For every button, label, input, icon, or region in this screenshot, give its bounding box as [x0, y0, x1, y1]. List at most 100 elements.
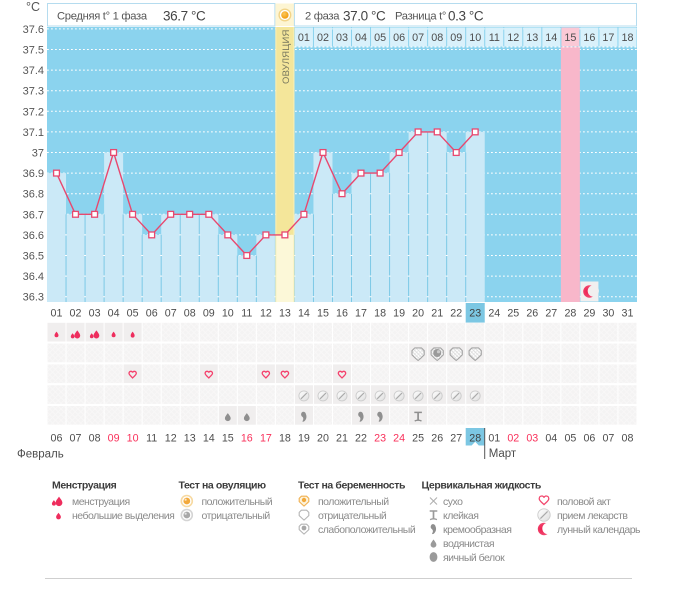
svg-text:22: 22	[450, 308, 462, 320]
svg-text:10: 10	[222, 308, 234, 320]
svg-text:10: 10	[469, 32, 481, 44]
svg-text:36.4: 36.4	[23, 271, 44, 283]
svg-text:13: 13	[279, 308, 291, 320]
svg-text:положительный: положительный	[318, 496, 389, 508]
svg-text:37.4: 37.4	[23, 65, 44, 77]
svg-text:31: 31	[622, 308, 634, 320]
svg-text:прием лекарств: прием лекарств	[557, 510, 628, 522]
svg-text:30: 30	[602, 308, 614, 320]
svg-text:20: 20	[412, 308, 424, 320]
svg-text:37.1: 37.1	[23, 127, 44, 139]
svg-text:12: 12	[507, 32, 519, 44]
svg-text:2 фаза: 2 фаза	[305, 11, 340, 23]
svg-text:22: 22	[355, 433, 367, 445]
svg-text:09: 09	[450, 32, 462, 44]
svg-text:°C: °C	[26, 0, 40, 14]
svg-text:37.5: 37.5	[23, 45, 44, 57]
svg-text:02: 02	[507, 433, 519, 445]
svg-text:половой акт: половой акт	[557, 496, 611, 508]
svg-text:11: 11	[489, 32, 500, 44]
svg-text:05: 05	[127, 308, 139, 320]
svg-text:небольшие выделения: небольшие выделения	[72, 510, 174, 522]
svg-text:16: 16	[583, 32, 595, 44]
svg-text:13: 13	[184, 433, 196, 445]
svg-text:02: 02	[317, 32, 329, 44]
svg-text:08: 08	[184, 308, 196, 320]
svg-text:19: 19	[393, 308, 405, 320]
svg-text:14: 14	[203, 433, 215, 445]
svg-text:05: 05	[374, 32, 386, 44]
svg-text:36.7 °C: 36.7 °C	[163, 9, 206, 24]
svg-text:25: 25	[412, 433, 424, 445]
svg-text:Тест на овуляцию: Тест на овуляцию	[179, 480, 267, 492]
svg-text:27: 27	[545, 308, 557, 320]
svg-text:15: 15	[317, 308, 329, 320]
svg-text:Цервикальная жидкость: Цервикальная жидкость	[422, 480, 542, 492]
svg-text:Март: Март	[489, 448, 517, 460]
svg-text:36.6: 36.6	[23, 230, 44, 242]
svg-text:11: 11	[241, 308, 252, 320]
svg-text:03: 03	[336, 32, 348, 44]
svg-text:положительный: положительный	[202, 496, 273, 508]
svg-text:04: 04	[108, 308, 120, 320]
svg-text:14: 14	[545, 32, 557, 44]
svg-text:17: 17	[602, 32, 614, 44]
svg-text:07: 07	[412, 32, 424, 44]
svg-text:14: 14	[298, 308, 310, 320]
svg-text:водянистая: водянистая	[443, 538, 494, 550]
svg-text:23: 23	[374, 433, 386, 445]
svg-text:отрицательный: отрицательный	[318, 510, 387, 522]
svg-text:05: 05	[564, 433, 576, 445]
svg-text:02: 02	[70, 308, 82, 320]
svg-text:слабоположительный: слабоположительный	[318, 524, 416, 536]
svg-text:Разница t°: Разница t°	[395, 11, 446, 23]
svg-text:25: 25	[507, 308, 519, 320]
svg-text:01: 01	[488, 433, 500, 445]
svg-text:ОВУЛЯЦИЯ: ОВУЛЯЦИЯ	[281, 29, 292, 84]
svg-text:0.3 °C: 0.3 °C	[448, 9, 484, 24]
svg-text:16: 16	[241, 433, 253, 445]
svg-text:07: 07	[165, 308, 177, 320]
svg-text:06: 06	[583, 433, 595, 445]
svg-text:15: 15	[564, 32, 576, 44]
svg-text:01: 01	[298, 32, 310, 44]
svg-text:04: 04	[355, 32, 367, 44]
svg-text:15: 15	[222, 433, 234, 445]
svg-text:29: 29	[583, 308, 595, 320]
svg-text:09: 09	[108, 433, 120, 445]
svg-text:лунный календарь: лунный календарь	[557, 524, 641, 536]
svg-text:04: 04	[545, 433, 557, 445]
svg-text:Средняя t° 1 фаза: Средняя t° 1 фаза	[57, 11, 148, 23]
svg-text:12: 12	[165, 433, 177, 445]
svg-text:03: 03	[89, 308, 101, 320]
svg-text:36.8: 36.8	[23, 189, 44, 201]
svg-text:36.7: 36.7	[23, 209, 44, 221]
svg-text:24: 24	[393, 433, 405, 445]
svg-text:сухо: сухо	[443, 496, 463, 508]
svg-text:28: 28	[469, 433, 481, 445]
svg-text:06: 06	[393, 32, 405, 44]
svg-text:менструация: менструация	[72, 496, 130, 508]
svg-text:13: 13	[526, 32, 538, 44]
svg-text:37.0 °C: 37.0 °C	[343, 9, 386, 24]
svg-text:03: 03	[526, 433, 538, 445]
svg-text:36.5: 36.5	[23, 251, 44, 263]
svg-text:11: 11	[146, 433, 157, 445]
svg-text:07: 07	[70, 433, 82, 445]
svg-text:37.6: 37.6	[23, 24, 44, 36]
svg-text:клейкая: клейкая	[443, 510, 478, 522]
svg-text:21: 21	[431, 308, 443, 320]
svg-text:10: 10	[127, 433, 139, 445]
svg-text:07: 07	[602, 433, 614, 445]
svg-text:17: 17	[355, 308, 367, 320]
svg-text:01: 01	[51, 308, 63, 320]
svg-text:37.2: 37.2	[23, 106, 44, 118]
svg-text:17: 17	[260, 433, 272, 445]
svg-text:06: 06	[146, 308, 158, 320]
svg-text:26: 26	[431, 433, 443, 445]
svg-text:19: 19	[298, 433, 310, 445]
svg-text:36.3: 36.3	[23, 292, 44, 304]
svg-text:18: 18	[621, 32, 633, 44]
svg-text:Тест на беременность: Тест на беременность	[298, 480, 406, 492]
svg-text:08: 08	[89, 433, 101, 445]
